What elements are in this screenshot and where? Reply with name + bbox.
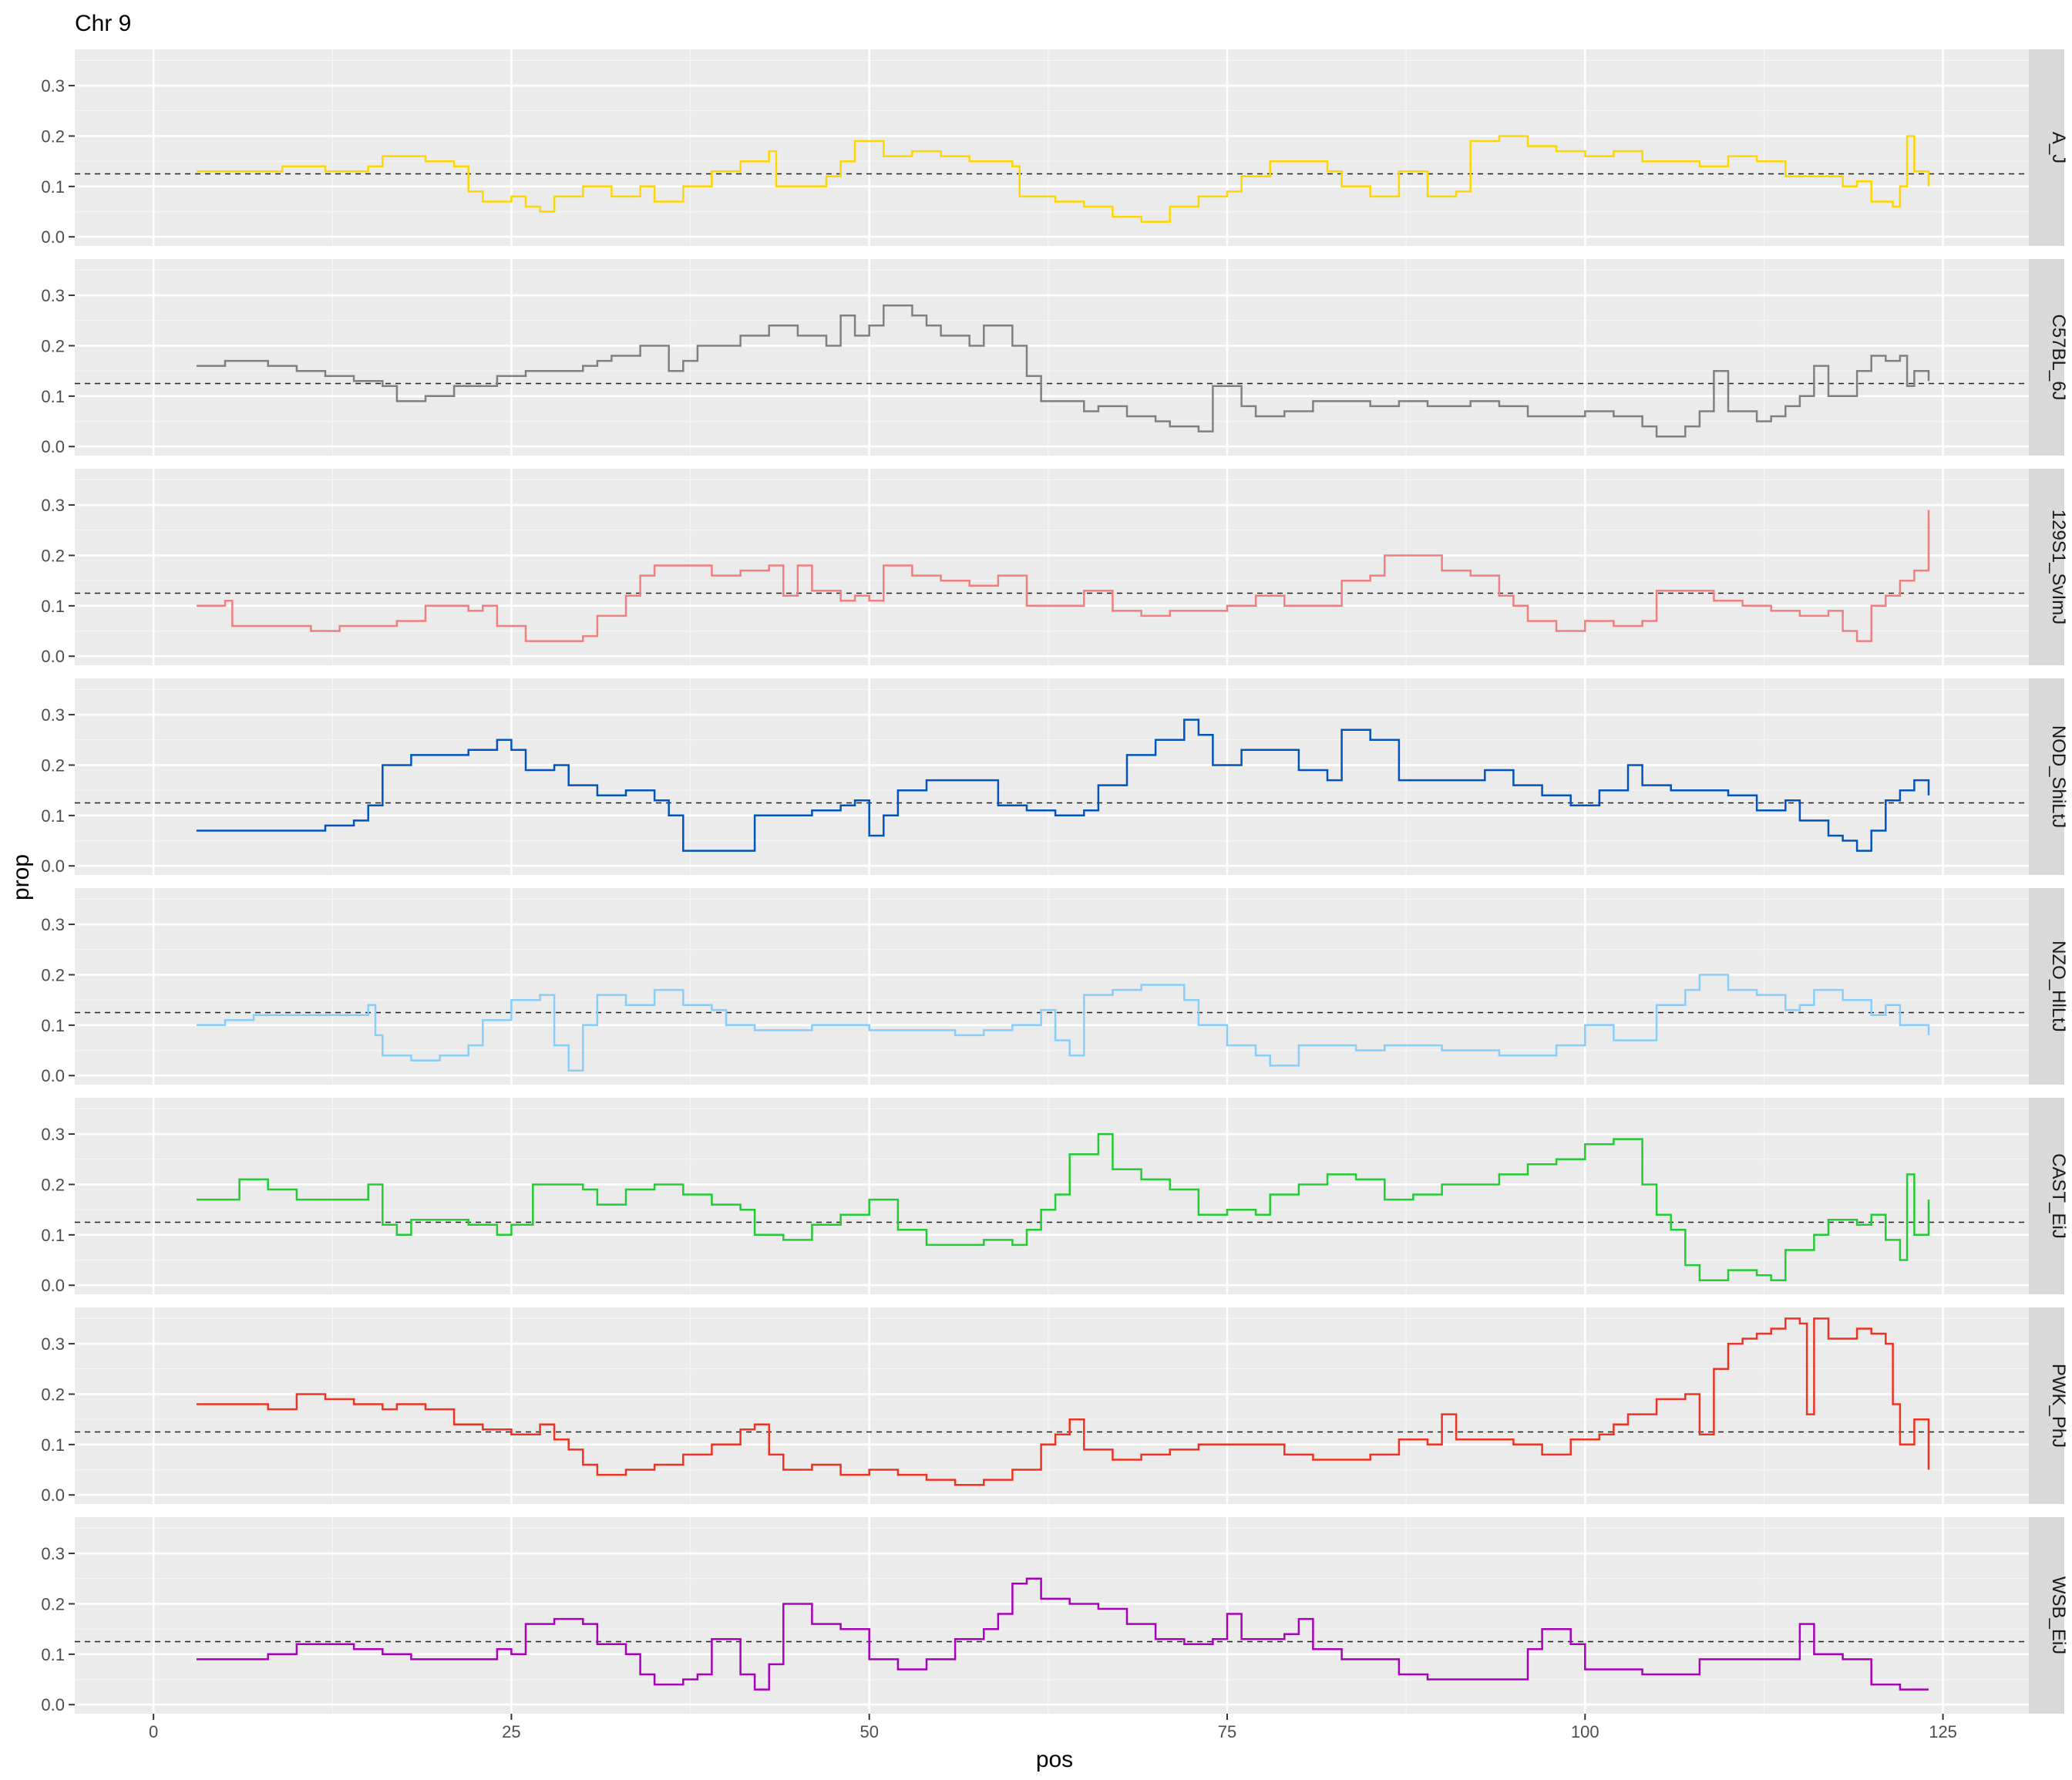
- facet-strip: [2029, 888, 2064, 1085]
- y-tick-label: 0.3: [41, 496, 65, 515]
- series-line: [196, 510, 1930, 642]
- facet-strip: [2029, 678, 2064, 875]
- y-tick-label: 0.2: [41, 1175, 65, 1194]
- y-tick-label: 0.3: [41, 286, 65, 305]
- facet-strip-label: C57BL_6J: [2048, 314, 2069, 400]
- facet-panel: 0.0 0.1 0.2 0.3 129S1_SvImJ: [41, 469, 2069, 666]
- series-line: [196, 304, 1930, 438]
- x-tick-label: 50: [859, 1722, 878, 1741]
- facet-strip: [2029, 1517, 2064, 1714]
- y-tick-label: 0.2: [41, 336, 65, 355]
- facet-strip-label: NOD_ShiLtJ: [2048, 725, 2069, 828]
- panel-background: [75, 1517, 2029, 1714]
- y-tick-label: 0.0: [41, 1695, 65, 1714]
- facet-panel: 0.0 0.1 0.2 0.3 A_J: [41, 49, 2069, 247]
- panel-background: [75, 1307, 2029, 1504]
- facet-strip-label: PWK_PhJ: [2048, 1364, 2069, 1448]
- x-tick-label: 25: [502, 1722, 520, 1741]
- x-tick-label: 75: [1218, 1722, 1236, 1741]
- y-tick-label: 0.0: [41, 647, 65, 666]
- facet-panel: 0.0 0.1 0.2 0.3 NZO_HlLtJ: [41, 888, 2069, 1085]
- panel-background: [75, 678, 2029, 875]
- y-tick-label: 0.2: [41, 546, 65, 565]
- x-tick-label: 125: [1929, 1722, 1957, 1741]
- y-tick-label: 0.1: [41, 387, 65, 406]
- series-line: [196, 1577, 1929, 1691]
- y-tick-label: 0.1: [41, 597, 65, 616]
- series-line: [196, 718, 1930, 852]
- y-tick-label: 0.0: [41, 1066, 65, 1085]
- series-line: [196, 1132, 1930, 1281]
- facet-panel: 0.0 0.1 0.2 0.3 NOD_ShiLtJ: [41, 678, 2069, 876]
- y-tick-label: 0.3: [41, 1125, 65, 1144]
- facet-panels: 0.00.10.20.3A_J0.00.10.20.3C57BL_6J0.00.…: [41, 49, 2069, 1714]
- panel-background: [75, 259, 2029, 456]
- facet-strip-label: CAST_EiJ: [2048, 1153, 2069, 1239]
- facet-strip-label: WSB_EiJ: [2048, 1576, 2069, 1654]
- y-tick-label: 0.3: [41, 76, 65, 96]
- chart-title: Chr 9: [75, 11, 131, 36]
- x-tick-label: 0: [149, 1722, 158, 1741]
- y-tick-label: 0.1: [41, 1226, 65, 1245]
- panel-background: [75, 1098, 2029, 1294]
- y-tick-label: 0.1: [41, 806, 65, 826]
- y-tick-label: 0.0: [41, 1276, 65, 1295]
- facet-strip: [2029, 259, 2064, 456]
- facet-panel: 0.0 0.1 0.2 0.3 CAST_EiJ: [41, 1098, 2069, 1295]
- facet-strip: [2029, 469, 2064, 665]
- y-tick-label: 0.0: [41, 1486, 65, 1505]
- y-tick-label: 0.1: [41, 1016, 65, 1035]
- panel-background: [75, 888, 2029, 1085]
- y-tick-label: 0.3: [41, 705, 65, 725]
- series-line: [196, 135, 1930, 223]
- x-tick-label: 100: [1571, 1722, 1599, 1741]
- panel-background: [75, 49, 2029, 246]
- facet-panel: 0.0 0.1 0.2 0.3 C57BL_6J: [41, 259, 2069, 456]
- y-tick-label: 0.1: [41, 1645, 65, 1664]
- y-tick-label: 0.1: [41, 1435, 65, 1455]
- facet-panel: 0.0 0.1 0.2 0.3 PWK_PhJ: [41, 1307, 2069, 1505]
- x-axis-label: pos: [1036, 1747, 1073, 1772]
- y-tick-label: 0.3: [41, 915, 65, 934]
- facet-strip-label: A_J: [2048, 132, 2069, 163]
- facet-strip: [2029, 49, 2064, 246]
- facet-strip: [2029, 1307, 2064, 1504]
- facet-panel: 0.0 0.1 0.2 0.3 WSB_EiJ: [41, 1517, 2069, 1714]
- y-tick-label: 0.3: [41, 1544, 65, 1563]
- y-tick-label: 0.2: [41, 1385, 65, 1404]
- facet-strip: [2029, 1098, 2064, 1294]
- y-tick-label: 0.2: [41, 755, 65, 775]
- y-tick-label: 0.3: [41, 1334, 65, 1354]
- facet-strip-label: NZO_HlLtJ: [2048, 940, 2069, 1032]
- y-tick-label: 0.2: [41, 126, 65, 146]
- x-axis: 0 25 50 75 100 125: [149, 1714, 1957, 1741]
- y-tick-label: 0.2: [41, 1594, 65, 1613]
- series-line: [196, 974, 1930, 1072]
- y-tick-label: 0.1: [41, 177, 65, 197]
- y-tick-label: 0.0: [41, 437, 65, 456]
- y-tick-label: 0.2: [41, 965, 65, 984]
- y-axis-label: prop: [8, 854, 34, 900]
- y-tick-label: 0.0: [41, 227, 65, 247]
- panel-background: [75, 469, 2029, 665]
- facet-strip-label: 129S1_SvImJ: [2048, 510, 2069, 624]
- y-tick-label: 0.0: [41, 856, 65, 876]
- series-line: [196, 1317, 1930, 1486]
